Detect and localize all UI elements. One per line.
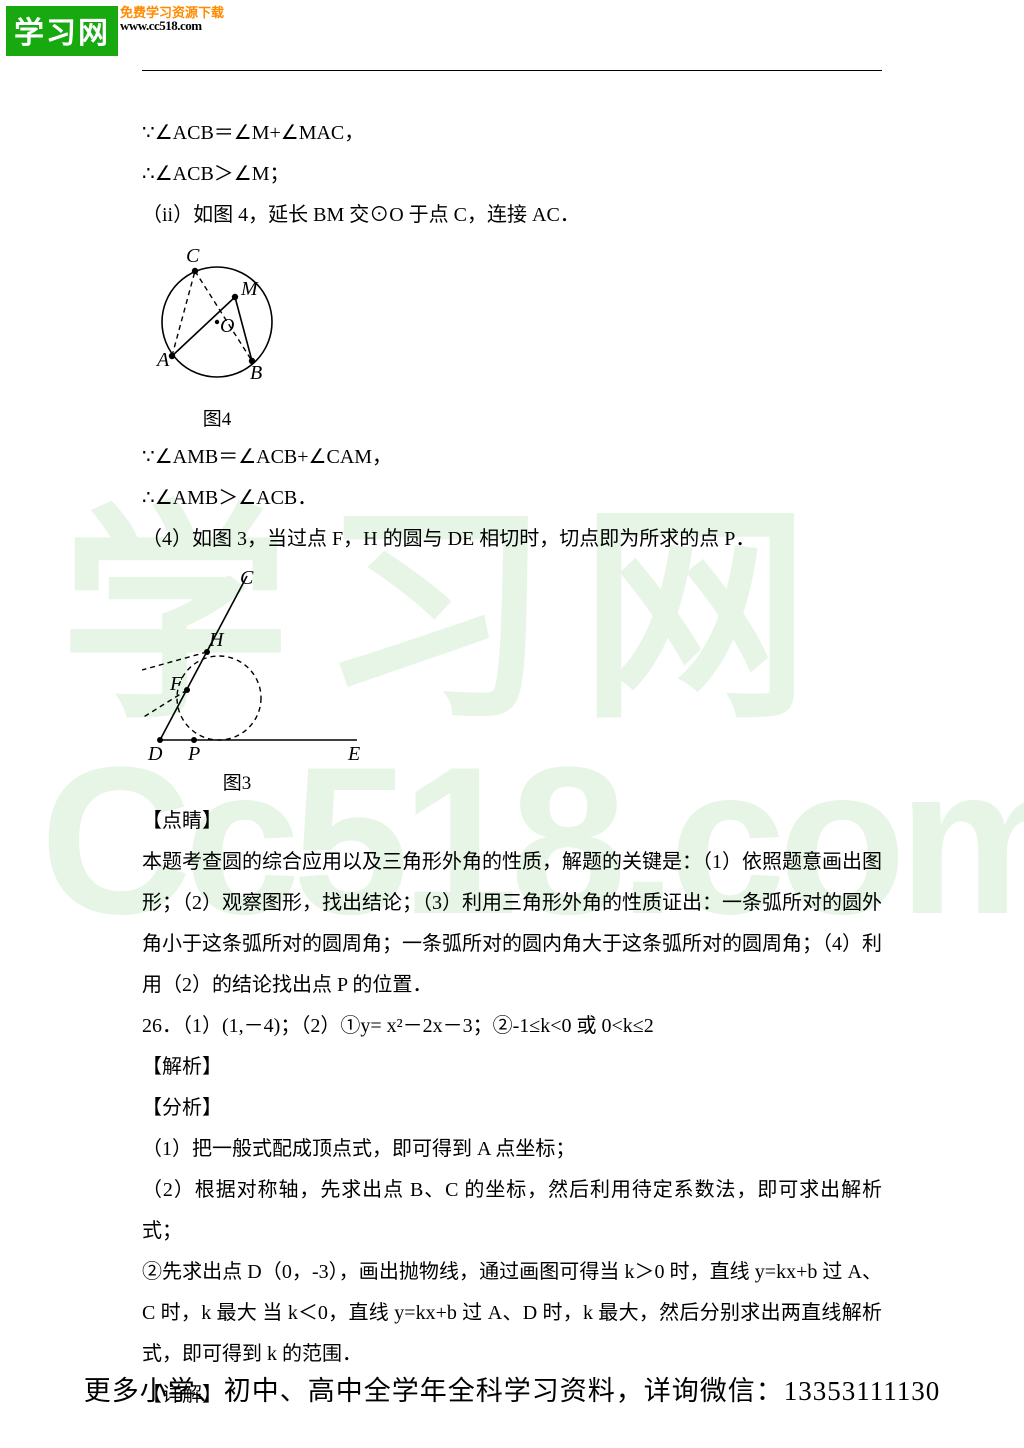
header-rule	[142, 70, 882, 71]
fig4-label-M: M	[240, 278, 259, 300]
line-2: ∴∠ACB＞∠M；	[142, 154, 882, 195]
line-1: ∵∠ACB＝∠M+∠MAC，	[142, 113, 882, 154]
figure-4-caption: 图4	[142, 404, 292, 431]
line-11: 【分析】	[142, 1088, 882, 1129]
site-logo: 学习网 免费学习资源下载 www.cc518.com	[6, 6, 224, 56]
logo-brand: 学习网	[6, 6, 118, 56]
figure-4: A B C M O 图4	[142, 244, 882, 431]
page-content: ∵∠ACB＝∠M+∠MAC， ∴∠ACB＞∠M； （ii）如图 4，延长 BM …	[142, 70, 882, 1416]
line-9: 26．（1）(1,－4)；（2）①y= x²－2x－3；②-1≤k<0 或 0<…	[142, 1006, 882, 1047]
fig3-label-C: C	[240, 568, 254, 589]
line-14: ②先求出点 D（0，-3），画出抛物线，通过画图可得当 k＞0 时，直线 y=k…	[142, 1252, 882, 1375]
page-footer: 更多小学、初中、高中全学年全科学习资料，详询微信：13353111130	[0, 1369, 1024, 1408]
line-8: 本题考查圆的综合应用以及三角形外角的性质，解题的关键是：（1）依照题意画出图形；…	[142, 842, 882, 1006]
line-10: 【解析】	[142, 1047, 882, 1088]
line-6: （4）如图 3，当过点 F，H 的圆与 DE 相切时，切点即为所求的点 P．	[142, 519, 882, 560]
fig4-label-B: B	[250, 362, 262, 384]
logo-sub-url: www.cc518.com	[120, 19, 224, 32]
fig3-label-H: H	[208, 629, 225, 651]
line-7: 【点睛】	[142, 801, 882, 842]
fig3-label-D: D	[147, 743, 163, 765]
fig4-label-C: C	[186, 245, 200, 267]
line-13: （2）根据对称轴，先求出点 B、C 的坐标，然后利用待定系数法，即可求出解析式；	[142, 1170, 882, 1252]
figure-3-caption: 图3	[162, 768, 312, 795]
line-4: ∵∠AMB＝∠ACB+∠CAM，	[142, 437, 882, 478]
line-3: （ii）如图 4，延长 BM 交⊙O 于点 C，连接 AC．	[142, 195, 882, 236]
fig3-label-F: F	[169, 673, 183, 695]
fig4-label-A: A	[155, 349, 170, 371]
line-5: ∴∠AMB＞∠ACB．	[142, 478, 882, 519]
fig4-label-O: O	[220, 315, 234, 337]
figure-3-svg: C H F D P E	[142, 568, 372, 768]
figure-3: C H F D P E 图3	[142, 568, 882, 795]
fig3-label-P: P	[187, 743, 200, 765]
logo-subtext: 免费学习资源下载 www.cc518.com	[120, 6, 224, 32]
line-12: （1）把一般式配成顶点式，即可得到 A 点坐标；	[142, 1129, 882, 1170]
fig3-label-E: E	[347, 743, 360, 765]
figure-4-svg: A B C M O	[142, 244, 292, 404]
